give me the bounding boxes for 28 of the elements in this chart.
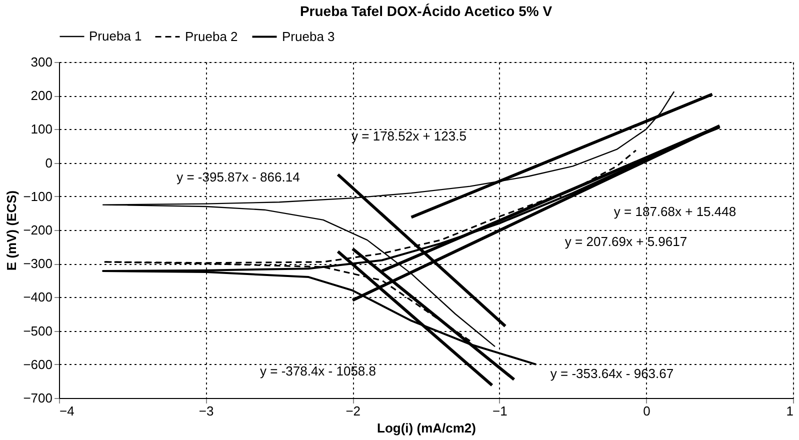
x-tick-label: −2 — [346, 404, 361, 418]
x-axis-title: Log(i) (mA/cm2) — [377, 420, 476, 436]
y-tick-label: 100 — [30, 122, 52, 137]
y-tick-label: −700 — [23, 390, 52, 406]
y-tick-label: 0 — [45, 155, 52, 170]
y-tick-label: −200 — [23, 222, 52, 238]
y-tick-label: 300 — [30, 54, 52, 70]
x-tick-label: −1 — [492, 404, 508, 418]
x-tick-label: −3 — [198, 404, 214, 418]
y-tick-label: −300 — [23, 256, 52, 272]
legend-label: Prueba 3 — [282, 28, 335, 44]
y-tick-label: −400 — [23, 290, 52, 305]
annotation: y = -353.64x - 963.67 — [550, 366, 674, 381]
y-tick-label: −600 — [23, 356, 52, 372]
y-axis-title: E (mV) (ECS) — [4, 190, 20, 271]
legend-label: Prueba 2 — [185, 28, 238, 44]
y-tick-label: −100 — [23, 188, 52, 204]
x-tick-label: 0 — [643, 404, 650, 418]
chart-title: Prueba Tafel DOX-Ácido Acetico 5% V — [300, 3, 553, 19]
legend-label: Prueba 1 — [89, 28, 142, 44]
x-tick-label: 1 — [786, 404, 794, 418]
y-tick-label: −500 — [23, 323, 52, 338]
x-tick-label: −4 — [60, 404, 74, 418]
annotation: y = 207.69x + 5.9617 — [564, 234, 688, 249]
annotation: y = -378.4x - 1058.8 — [260, 364, 376, 379]
annotation: y = -395.87x - 866.14 — [176, 170, 300, 184]
y-tick-label: 200 — [30, 88, 52, 104]
annotation: y = 187.68x + 15.448 — [614, 204, 736, 220]
